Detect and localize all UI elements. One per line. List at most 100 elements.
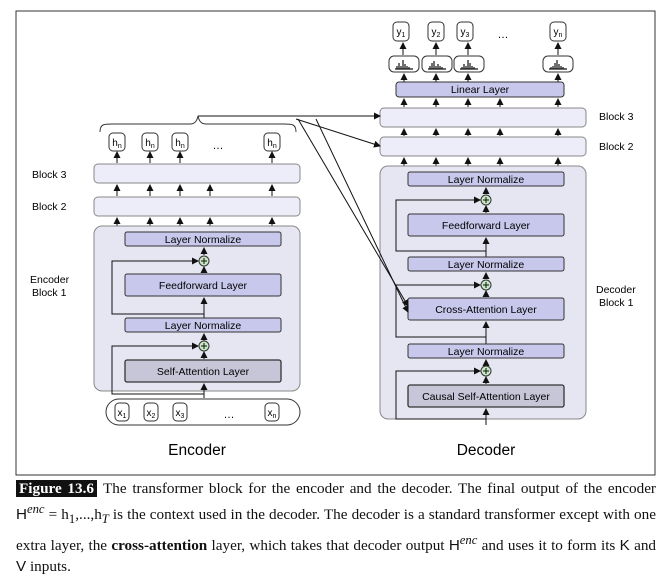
caption-text-5: layer, which takes that decoder output (207, 537, 449, 555)
decoder-block-3-label: Block 3 (599, 111, 634, 123)
figure-caption: Figure 13.6 The transformer block for the… (16, 478, 656, 577)
encoder-input-xn (264, 402, 280, 422)
encoder-title: Encoder (168, 442, 226, 459)
decoder-layer-norm-1 (407, 171, 565, 187)
decoder-block-2-label: Block 2 (599, 141, 634, 153)
caption-text-6: and uses it to form its (477, 537, 620, 555)
encoder-arrows-top (113, 151, 276, 163)
decoder-feedforward-layer (407, 213, 565, 237)
decoder-plus-icon (483, 282, 489, 288)
encoder-output-brace (99, 115, 297, 133)
decoder-output-ellipsis: … (498, 29, 509, 41)
encoder-output-label: hn (267, 138, 277, 150)
caption-text-1: The transformer block for the encoder an… (103, 480, 656, 497)
caption-sub-T: T (101, 512, 109, 527)
caption-k: K (619, 537, 630, 555)
decoder-arrows-b2-b3 (400, 128, 562, 136)
caption-text-7: inputs. (26, 558, 71, 576)
encoder-plus-icon (201, 258, 207, 264)
caption-sup-enc: enc (26, 502, 45, 516)
decoder-linear-label: Linear Layer (451, 84, 510, 96)
decoder-output-label: y2 (432, 27, 441, 39)
encoder-input-label: xn (268, 408, 277, 420)
encoder-output-ellipsis: … (213, 140, 224, 152)
encoder-arrows-b2-b3 (113, 184, 276, 196)
decoder-plus-icon (483, 197, 489, 203)
encoder-block-2-label: Block 2 (32, 201, 67, 213)
decoder-cross-attention-label: Cross-Attention Layer (435, 304, 537, 316)
figure-frame (15, 10, 656, 476)
decoder-output-y2 (427, 21, 445, 42)
encoder-layer-norm-top-label: Layer Normalize (165, 234, 242, 246)
caption-bold-cross-attention: cross-attention (111, 537, 208, 555)
caption-v: V (16, 558, 27, 576)
figure-label: Figure 13.6 (16, 480, 98, 497)
encoder-input-x3 (172, 402, 188, 422)
encoder-feedforward-label: Feedforward Layer (159, 280, 248, 292)
encoder-output-label: hn (145, 138, 155, 150)
encoder-self-attention-layer (124, 359, 282, 383)
encoder-block-3 (93, 163, 301, 184)
decoder-title: Decoder (457, 442, 516, 459)
connection-to-block-2 (295, 118, 381, 148)
distribution-icon (421, 55, 453, 73)
caption-and: and (629, 537, 657, 555)
decoder-block-2 (379, 136, 587, 157)
decoder-output-y1 (392, 21, 410, 42)
decoder: y1 y2 y3 … yn (379, 21, 636, 459)
encoder-input-x2 (143, 402, 159, 422)
decoder-output-label: y3 (461, 27, 470, 39)
encoder-layer-norm-mid-label: Layer Normalize (165, 320, 242, 332)
encoder-input-ellipsis: … (224, 409, 235, 421)
connection-to-cross-attention (297, 118, 409, 307)
distribution-icon (453, 55, 485, 73)
encoder: hn hn hn … hn Block 3 (30, 115, 301, 459)
connection-to-cross-attention-2 (315, 118, 409, 313)
encoder-block-1-label-line1: Encoder (30, 274, 70, 286)
encoder-block-2 (93, 196, 301, 217)
decoder-plus-icon (483, 368, 489, 374)
encoder-feedforward-layer (124, 273, 282, 297)
encoder-layer-norm-mid (124, 317, 282, 333)
decoder-layer-norm-1-label: Layer Normalize (448, 174, 525, 186)
decoder-arrows-dist-y (399, 42, 562, 55)
encoder-block-1-label-line2: Block 1 (32, 287, 67, 299)
caption-text-3: ,...,h (75, 506, 102, 524)
decoder-layer-norm-2 (407, 256, 565, 272)
encoder-layer-norm-top (124, 231, 282, 247)
decoder-block-3 (379, 107, 587, 128)
encoder-decoder-connections (198, 112, 409, 313)
decoder-causal-self-attention-label: Causal Self-Attention Layer (422, 391, 550, 403)
decoder-causal-self-attention-layer (407, 384, 565, 408)
decoder-output-label: yn (554, 27, 563, 39)
encoder-input-label: x3 (176, 408, 185, 420)
encoder-output-label: hn (112, 138, 122, 150)
decoder-distributions (388, 55, 574, 73)
encoder-block-3-label: Block 3 (32, 169, 67, 181)
decoder-layer-norm-2-label: Layer Normalize (448, 259, 525, 271)
encoder-output-label: hn (175, 138, 185, 150)
encoder-block-1 (93, 225, 301, 392)
encoder-plus-icon (201, 343, 207, 349)
decoder-arrows-linear-dist (400, 73, 562, 82)
encoder-input-label: x1 (118, 408, 127, 420)
decoder-feedforward-label: Feedforward Layer (442, 220, 531, 232)
decoder-layer-norm-3 (407, 343, 565, 359)
decoder-arrows-b3-linear (400, 98, 562, 107)
decoder-layer-norm-3-label: Layer Normalize (448, 346, 525, 358)
decoder-arrows-b1-b2 (400, 157, 562, 166)
caption-sub-1: 1 (68, 512, 76, 527)
decoder-output-label: y1 (397, 27, 406, 39)
decoder-outputs: y1 y2 y3 … yn (392, 21, 567, 42)
decoder-block-1-label-line1: Decoder (596, 284, 636, 296)
caption-henc-2: H (448, 537, 460, 555)
decoder-block-1-label-line2: Block 1 (599, 297, 634, 309)
caption-text-2: = h (44, 506, 69, 524)
distribution-icon (388, 55, 420, 73)
encoder-input-label: x2 (147, 408, 156, 420)
encoder-input-x1 (114, 402, 130, 422)
encoder-self-attention-label: Self-Attention Layer (157, 366, 250, 378)
caption-text-4: is the context used in the decoder. The … (16, 506, 656, 555)
caption-henc: H (16, 506, 27, 524)
